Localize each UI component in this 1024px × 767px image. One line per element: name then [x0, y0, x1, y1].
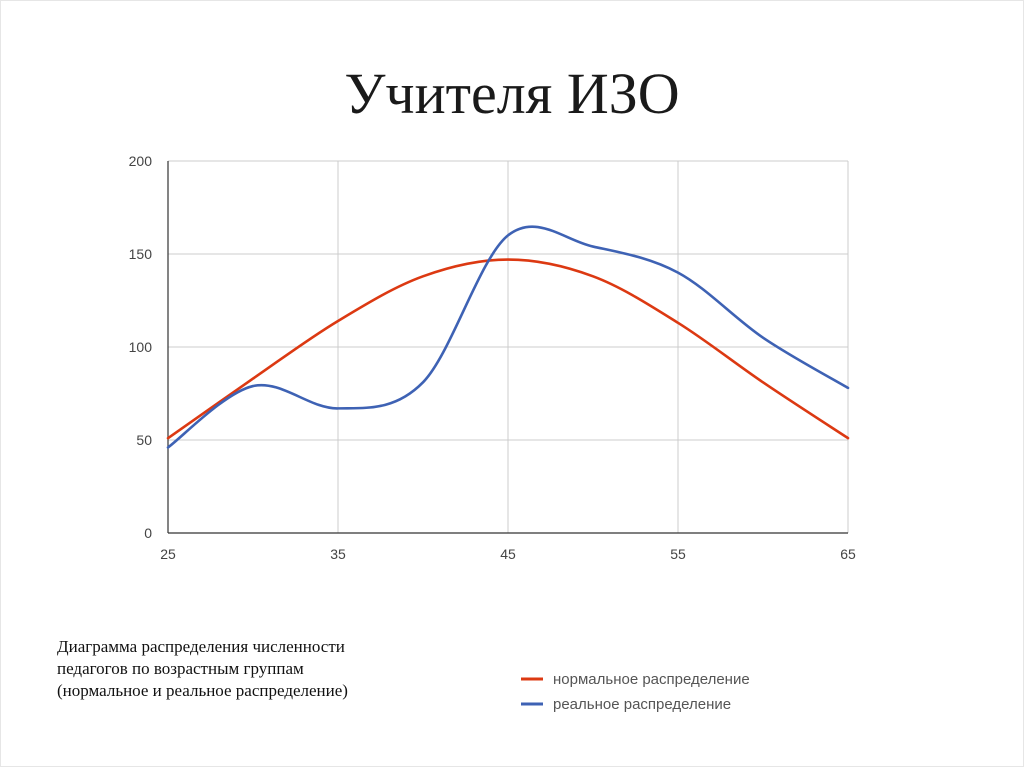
series-line-1 — [166, 258, 850, 440]
x-tick-label: 55 — [670, 546, 686, 562]
chart-axes: 0 50 100 150 200 25 35 45 55 65 — [129, 153, 856, 562]
x-tick-label: 65 — [840, 546, 856, 562]
y-tick-label: 0 — [144, 525, 152, 541]
x-tick-label: 35 — [330, 546, 346, 562]
y-tick-label: 150 — [129, 246, 153, 262]
x-tick-label: 25 — [160, 546, 176, 562]
x-tick-label: 45 — [500, 546, 516, 562]
series-line-2 — [166, 225, 850, 449]
chart-series — [166, 225, 850, 449]
y-tick-label: 50 — [136, 432, 152, 448]
caption-line-2: педагогов по возрастным группам — [57, 659, 304, 678]
slide-title: Учителя ИЗО — [344, 61, 680, 126]
y-tick-label: 200 — [129, 153, 153, 169]
y-tick-label: 100 — [129, 339, 153, 355]
caption-line-3: (нормальное и реальное распределение) — [57, 681, 348, 700]
chart-legend: нормальное распределение реальное распред… — [521, 671, 750, 713]
chart-caption: Диаграмма распределения численности педа… — [57, 636, 437, 702]
legend-label-2: реальное распределение — [553, 696, 731, 713]
caption-line-1: Диаграмма распределения численности — [57, 637, 345, 656]
chart-grid — [168, 160, 849, 533]
legend-label-1: нормальное распределение — [553, 671, 750, 688]
